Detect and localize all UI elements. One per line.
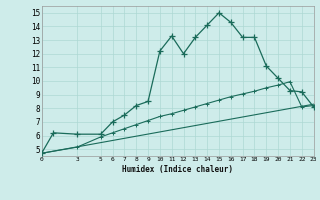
X-axis label: Humidex (Indice chaleur): Humidex (Indice chaleur) xyxy=(122,165,233,174)
